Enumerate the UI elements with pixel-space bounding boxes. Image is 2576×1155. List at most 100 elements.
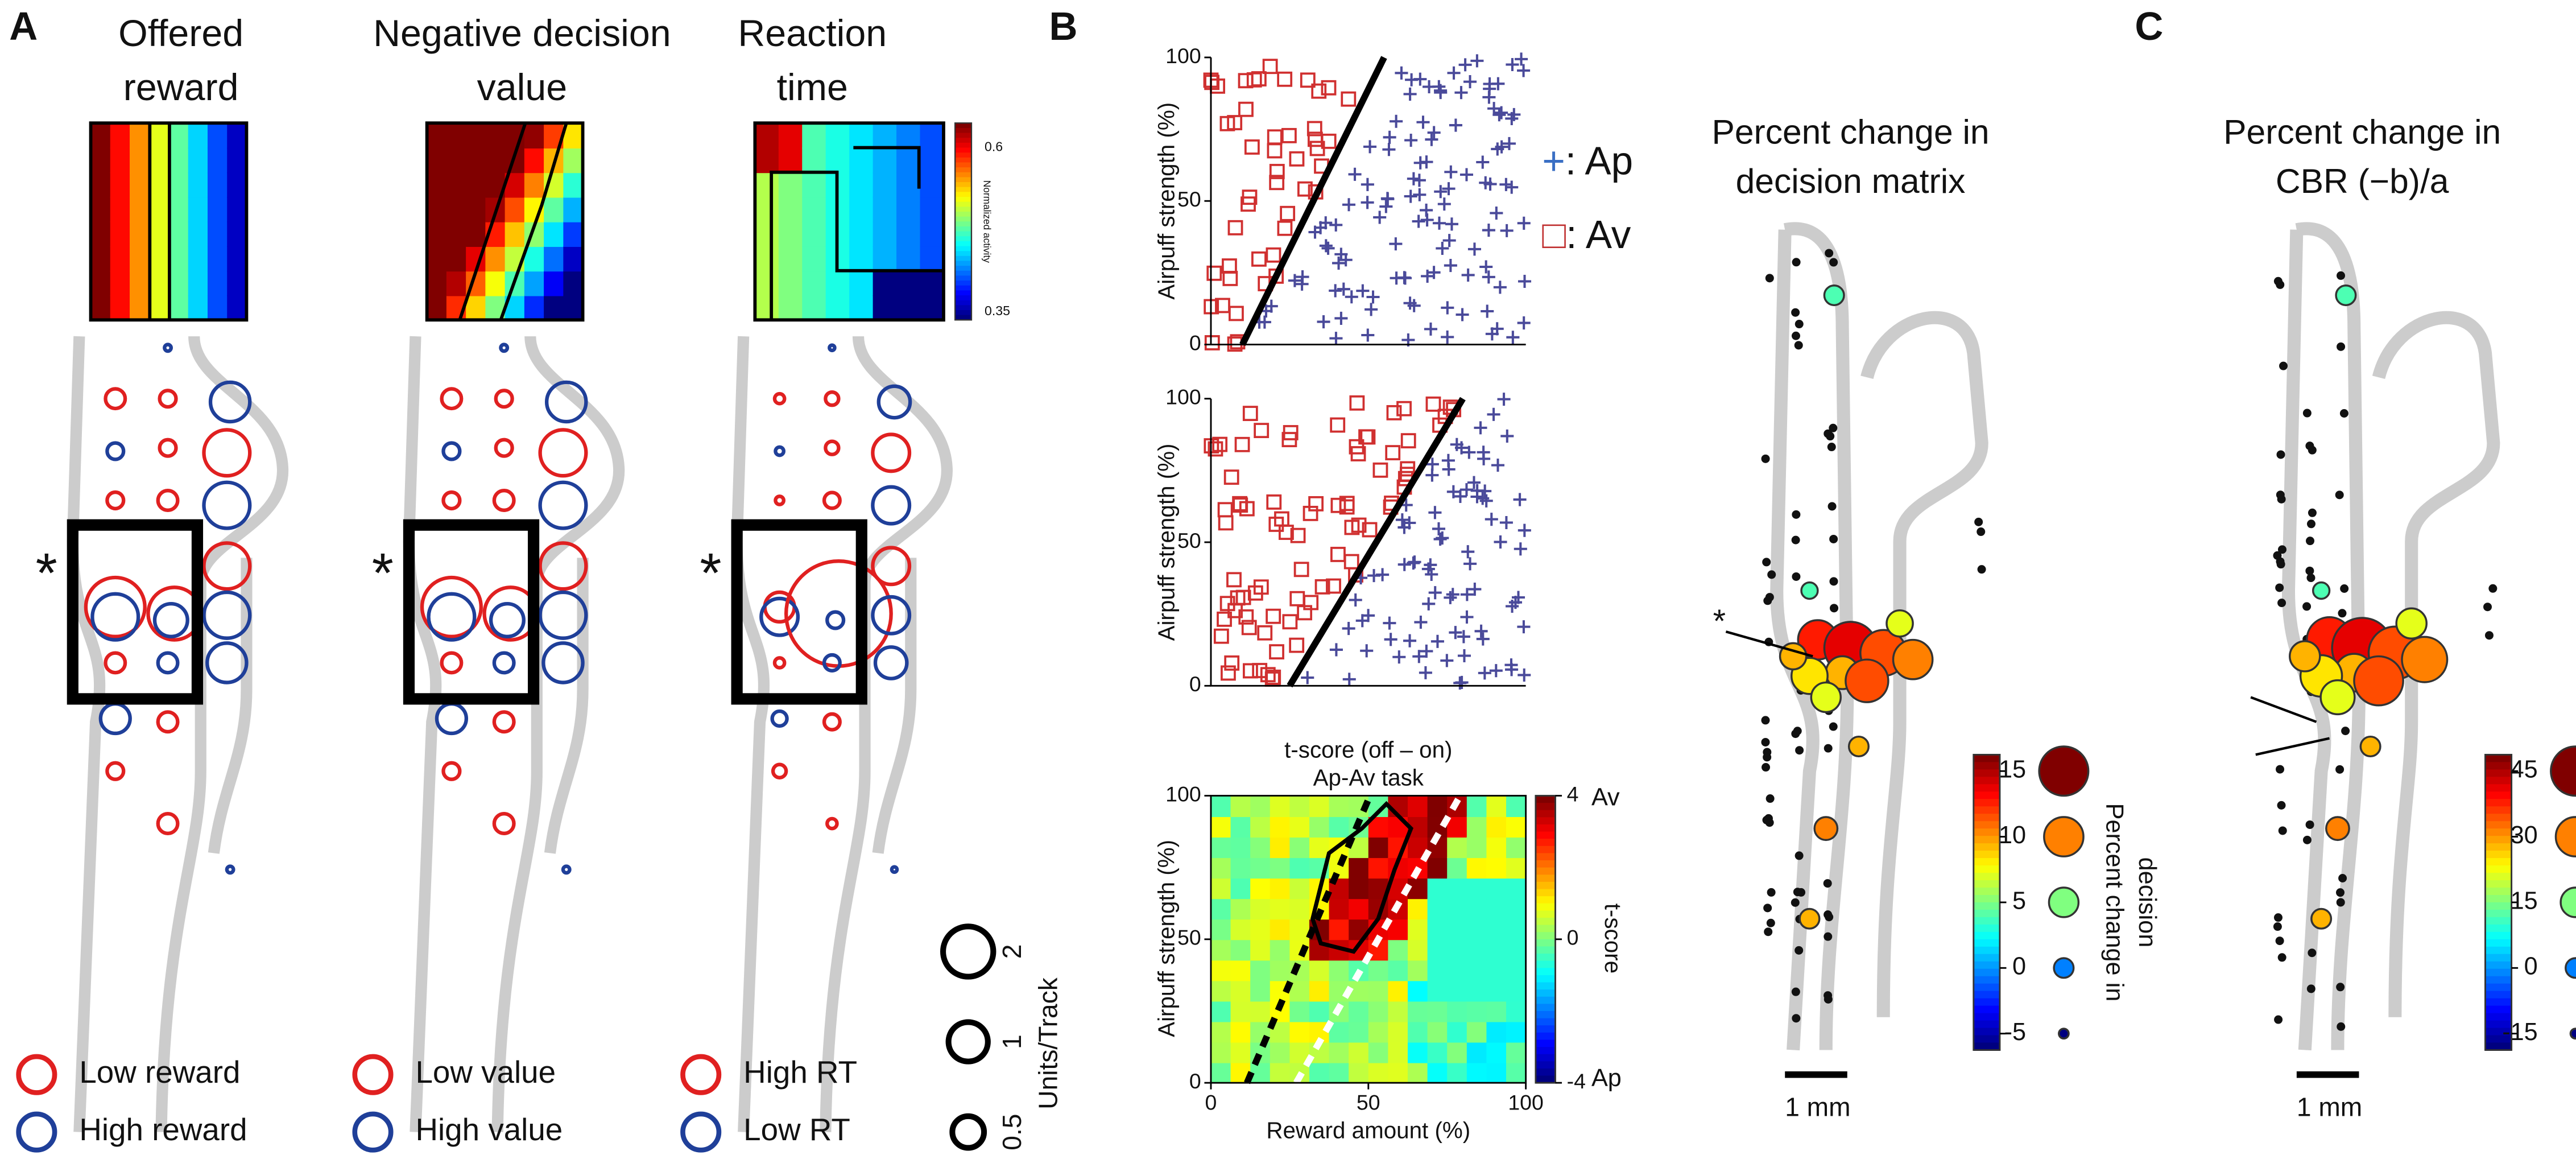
unit-circle <box>440 651 464 675</box>
size-marker <box>940 923 997 980</box>
tscore-cell <box>1486 1000 1507 1022</box>
colorbar-cell <box>1535 874 1556 883</box>
colorbar-cell <box>1535 903 1556 911</box>
unit-circle <box>873 645 909 680</box>
site-dot <box>1824 995 1833 1004</box>
ap-marker <box>1329 284 1342 298</box>
tscore-cell <box>1427 980 1448 1002</box>
tscore-cell <box>1230 836 1251 859</box>
av-marker <box>1234 436 1250 452</box>
ap-marker <box>1474 421 1487 435</box>
heatmap-cell <box>825 270 850 296</box>
colorbar-cell <box>1535 1047 1556 1055</box>
heatmap-cell <box>227 172 247 198</box>
tscore-cell <box>1506 898 1527 920</box>
colorbar-cell <box>1973 909 2000 918</box>
heatmap-cell <box>778 197 803 222</box>
ap-marker <box>1456 308 1469 321</box>
legend-label: Low reward <box>79 1054 240 1090</box>
tscore-cell <box>1427 918 1448 940</box>
ap-marker <box>1517 216 1531 230</box>
tscore-cell <box>1349 857 1370 879</box>
brain-outline <box>544 558 589 854</box>
heatmap-cell <box>168 270 189 296</box>
column-title: Reaction <box>738 13 887 55</box>
unit-circle <box>156 489 180 512</box>
unit-circle <box>205 641 249 684</box>
heatmap-cell <box>755 221 780 247</box>
tscore-cell <box>1309 959 1330 981</box>
colorbar-cell <box>955 305 971 311</box>
colorbar-cell <box>1535 803 1556 811</box>
boundary-line <box>1239 56 1387 346</box>
ap-marker <box>1367 569 1381 583</box>
tscore-cell <box>1427 1000 1448 1022</box>
colorbar-cell <box>955 142 971 148</box>
site-dot <box>2336 898 2345 907</box>
legend-label: Low RT <box>743 1112 850 1147</box>
tscore-cell <box>1289 1000 1310 1022</box>
unit-circle <box>202 541 252 591</box>
heatmap-cell <box>427 295 448 321</box>
ap-marker <box>1329 218 1343 232</box>
tscore-cell <box>1329 795 1350 817</box>
colorbar-cell <box>955 211 971 217</box>
ap-marker <box>1321 241 1335 255</box>
tscore-cell <box>1270 959 1291 981</box>
colorbar-cell <box>1535 982 1556 991</box>
ap-marker <box>1437 197 1451 211</box>
tscore-cell <box>1289 898 1310 920</box>
site-dot <box>1761 737 1770 746</box>
tscore-cell <box>1506 1062 1527 1084</box>
colorbar-cell <box>2485 894 2512 904</box>
heatmap-cell <box>427 246 448 272</box>
site-dot <box>1794 851 1804 860</box>
tscore-cell <box>1388 816 1409 838</box>
site-dot <box>1829 577 1838 586</box>
site-dot <box>2273 922 2282 931</box>
heatmap-cell <box>778 123 803 148</box>
ap-marker <box>1476 492 1490 505</box>
heatmap-cell <box>446 246 467 272</box>
heatmap-cell <box>778 270 803 296</box>
colorbar-cell <box>955 152 971 158</box>
colorbar-cell <box>1535 889 1556 897</box>
tscore-cell <box>1230 795 1251 817</box>
ap-marker <box>1444 591 1457 604</box>
heatmap-cell <box>110 147 131 174</box>
colorbar-cell <box>955 138 971 143</box>
colorbar-cell <box>2485 806 2512 815</box>
unit-circle <box>435 702 469 736</box>
tscore-cell <box>1309 795 1330 817</box>
tscore-cell <box>1407 1000 1429 1022</box>
colorbar-cell <box>2485 924 2512 933</box>
ap-marker <box>1379 200 1393 213</box>
av-marker <box>1280 205 1296 221</box>
site-dot <box>1794 946 1804 955</box>
colorbar-cell <box>1535 932 1556 940</box>
av-marker <box>1227 115 1243 130</box>
site-dot <box>2336 983 2345 992</box>
unit-circle <box>90 592 140 642</box>
av-marker <box>1267 143 1283 159</box>
ap-marker <box>1518 274 1532 288</box>
legend-symbol: + <box>1542 139 1565 183</box>
ap-marker <box>1420 213 1434 227</box>
ap-marker <box>1319 239 1333 253</box>
ap-marker <box>1422 597 1436 610</box>
tscore-cell <box>1210 877 1232 900</box>
tscore-cell <box>1329 1042 1350 1063</box>
tscore-cell <box>1329 918 1350 940</box>
ap-marker <box>1453 489 1467 503</box>
colorbar-cell <box>1973 946 2000 955</box>
tscore-cell <box>1230 898 1251 920</box>
colorbar-cell <box>955 266 971 271</box>
heatmap-cell <box>227 197 247 222</box>
tscore-cell <box>1289 857 1310 879</box>
tscore-cell <box>1309 816 1330 838</box>
colorbar-cell <box>1973 814 2000 822</box>
av-marker <box>1224 655 1240 671</box>
av-marker <box>1262 59 1278 75</box>
heatmap-cell <box>544 270 564 296</box>
av-marker <box>1213 628 1229 644</box>
